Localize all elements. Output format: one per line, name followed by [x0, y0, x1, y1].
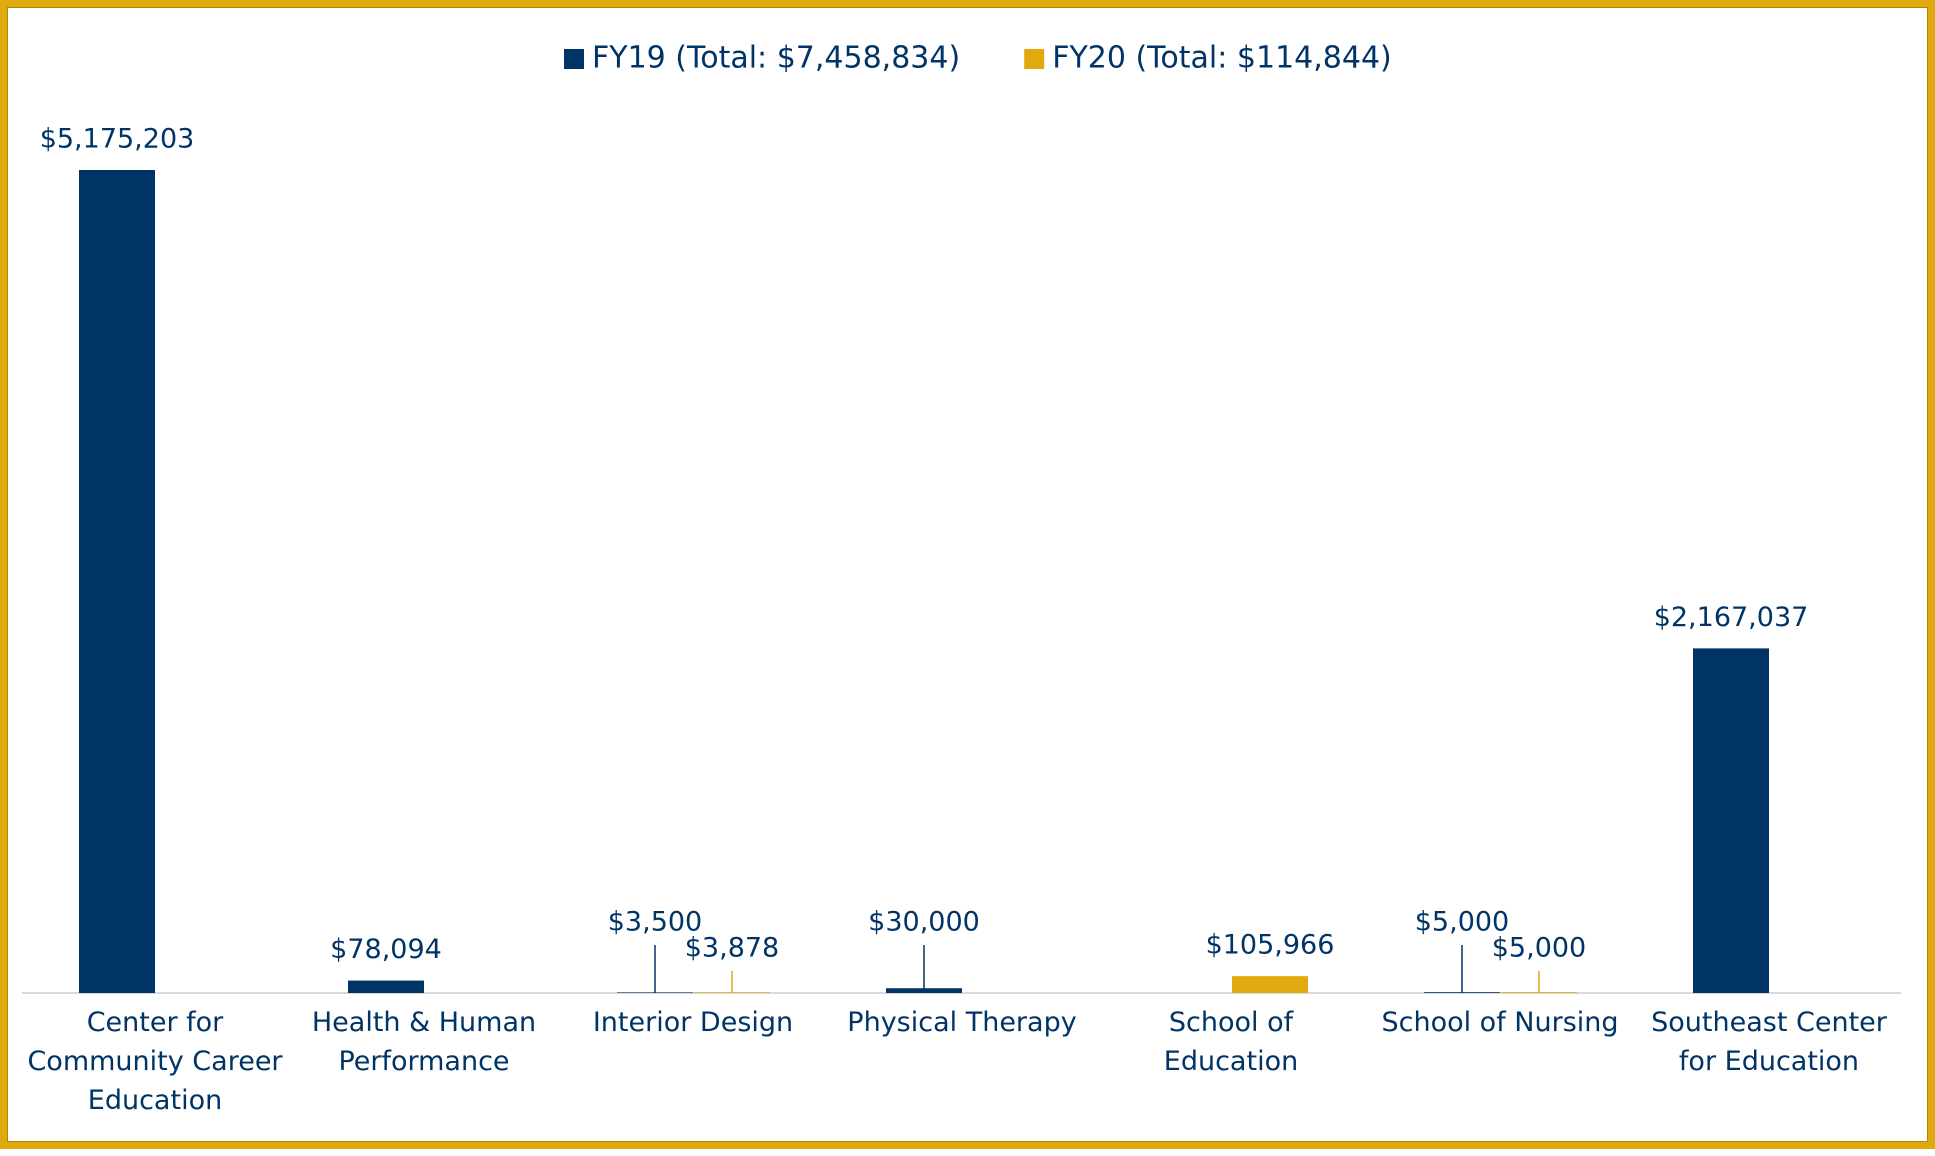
- chart: FY19 (Total: $7,458,834) FY20 (Total: $11…: [22, 41, 1901, 994]
- data-label: $5,000: [1415, 907, 1509, 938]
- x-tick-label: Center for Community Career Education: [27, 1007, 283, 1116]
- data-label: $3,878: [685, 933, 779, 964]
- x-tick-label: Physical Therapy: [847, 1007, 1077, 1038]
- bar: [1232, 976, 1308, 993]
- data-label: $105,966: [1206, 930, 1335, 961]
- bar: [348, 980, 424, 993]
- bar: [79, 170, 155, 993]
- bar: [1693, 648, 1769, 993]
- legend-swatch: [1024, 49, 1045, 69]
- data-label: $30,000: [868, 907, 980, 938]
- x-tick-label: Interior Design: [592, 1007, 794, 1038]
- legend-label: FY19 (Total: $7,458,834): [592, 41, 960, 76]
- data-label: $3,500: [608, 907, 702, 938]
- data-label: $78,094: [330, 934, 442, 965]
- data-label: $5,000: [1492, 933, 1586, 964]
- legend-swatch: [564, 49, 584, 69]
- x-tick-label: Southeast Center for Education: [1651, 1007, 1887, 1077]
- legend-label: FY20 (Total: $114,844): [1052, 41, 1392, 76]
- x-tick-label: Health & Human Performance: [311, 1007, 537, 1077]
- x-tick-label: School of Nursing: [1381, 1007, 1619, 1038]
- data-label: $5,175,203: [40, 124, 195, 155]
- x-tick-label: School of Education: [1163, 1007, 1299, 1077]
- data-label: $2,167,037: [1654, 602, 1809, 633]
